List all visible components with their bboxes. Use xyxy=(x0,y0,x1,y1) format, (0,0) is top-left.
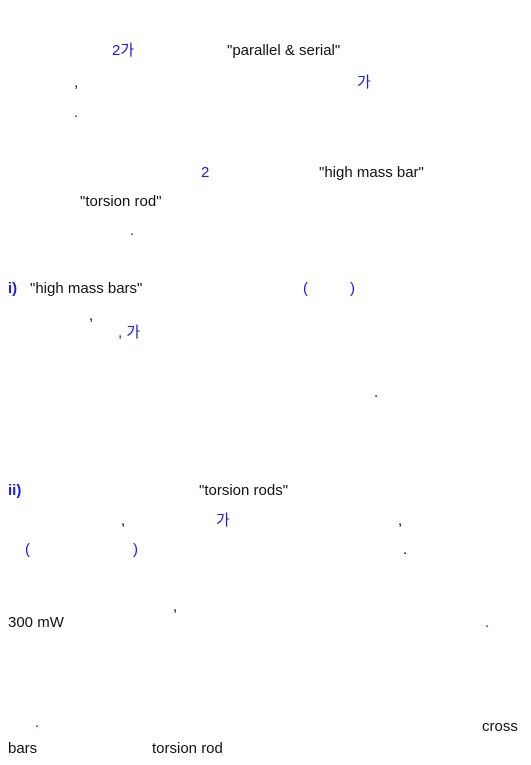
p2-torsion-rod: "torsion rod" xyxy=(80,193,162,210)
p5-power: 300 mW xyxy=(8,614,64,631)
p2-high-mass-bar: "high mass bar" xyxy=(319,164,424,181)
p1-period: . xyxy=(74,104,79,121)
p6-period: . xyxy=(35,714,40,731)
p4-marker: ii) xyxy=(8,482,22,499)
p1-comma: , xyxy=(74,74,79,91)
p4-period: . xyxy=(403,541,408,558)
p5-period: . xyxy=(485,614,490,631)
p3-ga: , 가 xyxy=(118,324,141,341)
p5-comma: , xyxy=(173,598,178,615)
p6-bars: bars xyxy=(8,740,38,757)
p3-close-paren: ) xyxy=(350,280,355,297)
p4-comma-2: , xyxy=(398,512,403,529)
p2-period: . xyxy=(130,222,135,239)
p6-torsion-rod: torsion rod xyxy=(152,740,223,757)
p1-ga: 가 xyxy=(357,74,371,91)
p4-torsion-rods: "torsion rods" xyxy=(199,482,289,499)
p1-parallel-serial: "parallel & serial" xyxy=(227,42,341,59)
p2-number: 2 xyxy=(201,164,210,181)
p1-number-ga: 2가 xyxy=(112,42,135,59)
p4-close-paren: ) xyxy=(133,541,138,558)
p6-cross: cross xyxy=(482,718,518,735)
p3-high-mass-bars: "high mass bars" xyxy=(30,280,143,297)
p4-open-paren: ( xyxy=(25,541,30,558)
p4-comma-1: , xyxy=(121,512,126,529)
p3-marker: i) xyxy=(8,280,18,297)
p4-ga: 가 xyxy=(216,512,230,529)
p3-open-paren: ( xyxy=(303,280,308,297)
p3-comma: , xyxy=(89,307,94,324)
p3-period: . xyxy=(374,384,379,401)
